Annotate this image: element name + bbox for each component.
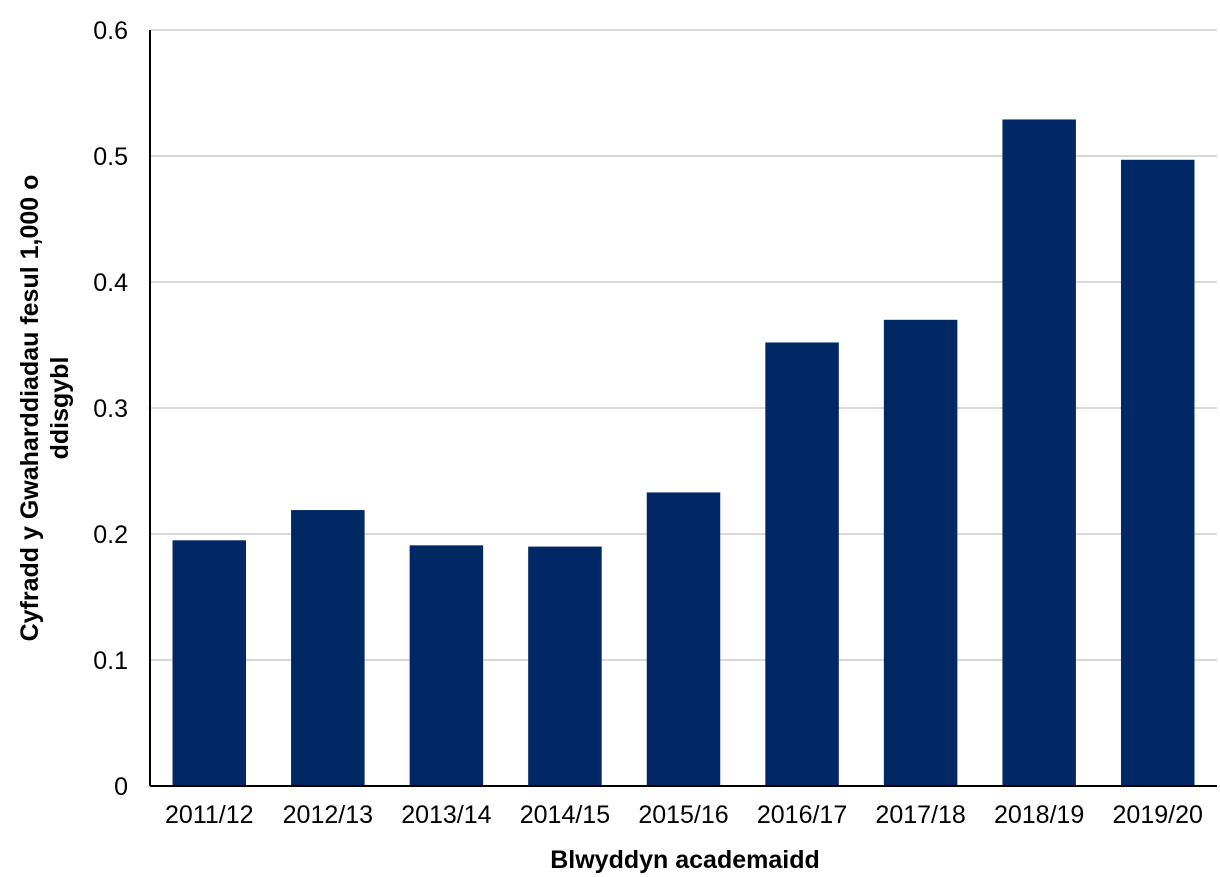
y-tick-label: 0.6 — [93, 17, 128, 45]
x-tick-label: 2016/17 — [757, 801, 847, 829]
y-tick-label: 0 — [114, 773, 128, 801]
y-axis-title: Cyfradd y Gwaharddiadau fesul 1,000 o dd… — [16, 175, 74, 642]
y-tick-label: 0.4 — [93, 269, 128, 297]
bar — [172, 540, 247, 786]
bar — [646, 492, 721, 786]
bars — [172, 119, 1195, 786]
x-axis-title: Blwyddyn academaidd — [550, 846, 820, 874]
bar — [291, 510, 365, 786]
x-tick-label: 2011/12 — [165, 801, 254, 829]
y-tick-label: 0.1 — [93, 647, 128, 675]
x-tick-label: 2018/19 — [994, 801, 1084, 829]
x-tick-label: 2012/13 — [283, 801, 373, 829]
y-tick-labels: 0 0.1 0.2 0.3 0.4 0.5 0.6 — [93, 17, 128, 801]
y-tick-label: 0.5 — [93, 143, 128, 171]
bar — [1120, 159, 1195, 786]
bar — [528, 546, 602, 786]
x-tick-label: 2015/16 — [638, 801, 728, 829]
x-tick-labels: 2011/12 2012/13 2013/14 2014/15 2015/16 2016/… — [165, 801, 1203, 829]
y-axis-title-line-2: ddisgybl — [46, 357, 74, 460]
x-tick-label: 2013/14 — [401, 801, 491, 829]
y-tick-label: 0.3 — [93, 395, 128, 423]
x-tick-label: 2019/20 — [1113, 801, 1203, 829]
y-tick-label: 0.2 — [93, 521, 128, 549]
y-axis-title-line-1: Cyfradd y Gwaharddiadau fesul 1,000 o — [16, 175, 44, 642]
bar — [1002, 119, 1076, 786]
bar — [765, 342, 839, 786]
x-tick-label: 2017/18 — [875, 801, 965, 829]
bar — [409, 545, 484, 786]
x-tick-label: 2014/15 — [520, 801, 610, 829]
axes — [149, 30, 1217, 787]
bar — [883, 319, 958, 786]
